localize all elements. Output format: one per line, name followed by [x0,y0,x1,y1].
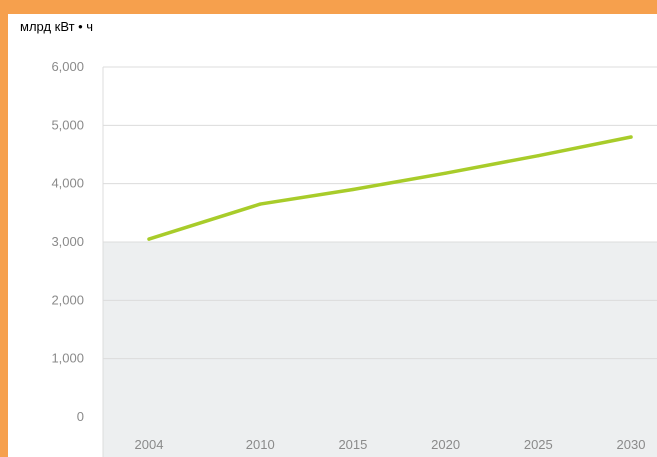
y-tick-label: 4,000 [51,176,84,191]
shaded-band [103,242,657,457]
x-tick-label: 2025 [524,437,553,452]
y-axis-unit-label: млрд кВт • ч [14,18,100,36]
x-tick-label: 2030 [617,437,646,452]
data-point [536,154,540,158]
series-line [147,135,633,241]
data-point [629,135,633,139]
data-point [147,237,151,241]
x-tick-label: 2010 [246,437,275,452]
y-tick-label: 6,000 [51,59,84,74]
x-tick-label: 2020 [431,437,460,452]
x-tick-label: 2015 [338,437,367,452]
y-tick-label: 5,000 [51,117,84,132]
data-point [444,171,448,175]
y-tick-label: 0 [77,409,84,424]
data-point [351,187,355,192]
chart-panel: млрд кВт • ч 0 1,000 2,000 3,000 4,000 5,000 6… [8,14,657,457]
y-tick-label: 1,000 [51,351,84,366]
y-tick-label: 2,000 [51,292,84,307]
x-tick-label: 2004 [135,437,164,452]
y-tick-label: 3,000 [51,234,84,249]
data-point [258,202,262,206]
line-chart: 0 1,000 2,000 3,000 4,000 5,000 6,000 2004 2010 2… [51,59,657,457]
